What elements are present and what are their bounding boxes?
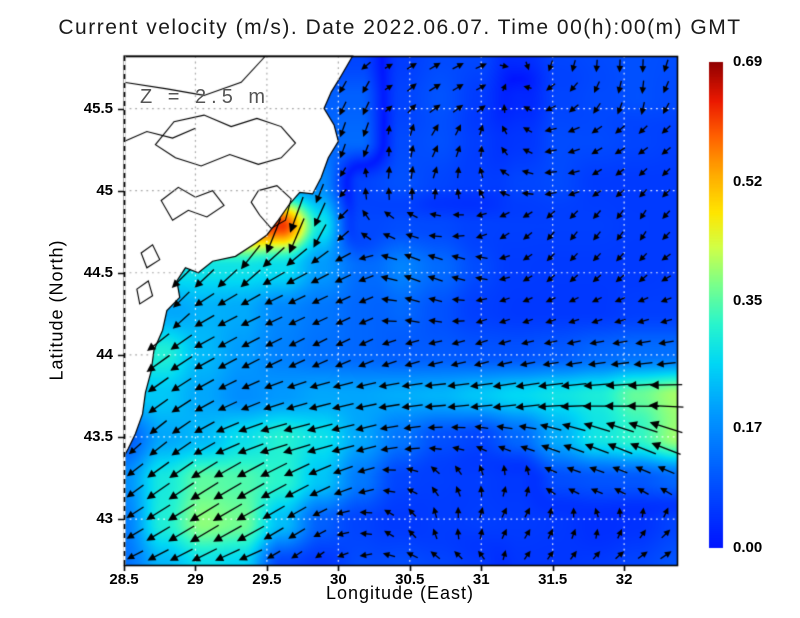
x-tick-label: 31.5 [538,571,568,588]
x-tick-label: 28.5 [109,571,139,588]
y-tick-label: 44 [96,345,113,363]
colorbar-tick-label: 0.00 [733,539,763,556]
colorbar-tick-label: 0.35 [733,292,763,310]
y-tick-label: 45.5 [83,99,113,117]
x-tick-label: 30 [329,571,347,588]
y-axis-label: Latitude (North) [46,239,67,381]
y-tick-label: 43 [96,510,113,528]
y-tick-label: 43.5 [83,427,113,445]
chart-title: Current velocity (m/s). Date 2022.06.07.… [58,16,742,39]
depth-annotation: Z = 2.5 m [140,86,271,108]
y-tick-label: 44.5 [83,263,113,281]
x-tick-label: 31 [472,571,490,588]
x-axis-label: Longitude (East) [325,583,475,603]
colorbar-tick-label: 0.17 [733,419,763,437]
x-tick-label: 29 [187,571,204,588]
colorbar-tick-label: 0.69 [733,53,763,70]
x-tick-label: 29.5 [252,571,282,588]
x-tick-label: 32 [615,571,633,588]
colorbar-tick-label: 0.52 [733,172,763,190]
x-tick-label: 30.5 [395,571,425,588]
y-tick-label: 45 [96,181,113,199]
